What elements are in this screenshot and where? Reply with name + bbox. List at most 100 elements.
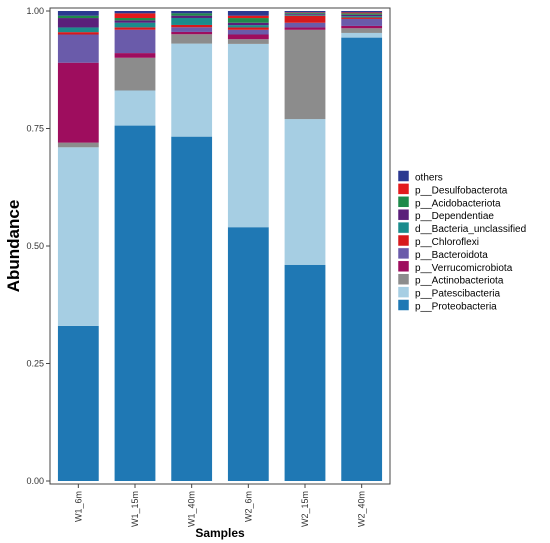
legend-swatch xyxy=(397,234,410,247)
bar-segment-W1_40m-p__Verrucomicrobiota xyxy=(171,31,213,35)
y-tick-label: 0.50 xyxy=(26,241,44,251)
bar-segment-W2_40m-p__Chloroflexi xyxy=(341,17,383,19)
bar-segment-W2_6m-p__Verrucomicrobiota xyxy=(227,34,269,40)
legend-swatch xyxy=(397,286,410,298)
bar-segment-W1_15m-p__Desulfobacterota xyxy=(114,13,156,19)
plot-panel xyxy=(49,7,391,485)
bar-segment-W1_40m-p__Patescibacteria xyxy=(171,43,213,137)
legend-swatch xyxy=(397,208,410,221)
bar-segment-W1_6m-p__Proteobacteria xyxy=(57,325,99,481)
y-tick-label: 0.75 xyxy=(26,124,44,134)
bar-segment-W1_40m-p__Bacteroidota xyxy=(171,27,213,32)
bar-segment-W2_40m-p__Verrucomicrobiota xyxy=(341,25,383,29)
legend-label: p__Patescibacteria xyxy=(415,289,500,300)
legend-label: p__Acidobacteriota xyxy=(415,198,501,209)
x-tick-label: W1_6m xyxy=(73,491,83,522)
bar-segment-W2_15m-p__Proteobacteria xyxy=(284,264,326,481)
bar-segment-W2_40m-p__Actinobacteriota xyxy=(341,28,383,33)
bar-segment-W2_15m-d__Bacteria_unclassified xyxy=(284,14,326,16)
bar-segment-W1_6m-p__Patescibacteria xyxy=(57,147,99,326)
bar-segment-W2_15m-p__Verrucomicrobiota xyxy=(284,27,326,30)
bar-segment-W2_40m-d__Bacteria_unclassified xyxy=(341,16,383,18)
bar-segment-W1_15m-p__Actinobacteriota xyxy=(114,57,156,91)
bar-segment-W1_15m-p__Patescibacteria xyxy=(114,90,156,126)
bar-segment-W1_40m-p__Actinobacteriota xyxy=(171,34,213,44)
legend-swatch xyxy=(397,273,410,285)
bar-segment-W1_40m-others xyxy=(171,11,213,14)
legend-label: others xyxy=(415,173,443,184)
y-axis-title: Abundance xyxy=(4,200,23,293)
y-tick-label: 0.00 xyxy=(26,476,44,486)
bar-segment-W2_40m-p__Dependentiae xyxy=(341,14,383,17)
bar-segment-W1_40m-p__Chloroflexi xyxy=(171,24,213,28)
bar-segment-W2_6m-p__Acidobacteriota xyxy=(227,18,269,23)
bar-segment-W2_15m-p__Bacteroidota xyxy=(284,22,326,28)
bar-segment-W1_6m-others xyxy=(57,11,99,16)
bar-segment-W1_40m-p__Proteobacteria xyxy=(171,136,213,482)
legend-swatch xyxy=(397,221,410,234)
bar-segment-W1_15m-p__Chloroflexi xyxy=(114,27,156,30)
y-tick-label: 0.25 xyxy=(26,359,44,369)
x-tick-label: W2_40m xyxy=(357,491,367,527)
bar-segment-W2_6m-p__Patescibacteria xyxy=(227,43,269,228)
bar-segment-W2_15m-p__Acidobacteriota xyxy=(284,12,326,14)
legend-swatch xyxy=(397,247,410,260)
bar-segment-W1_6m-p__Bacteroidota xyxy=(57,34,99,63)
legend-label: p__Verrucomicrobiota xyxy=(415,263,513,274)
x-tick-label: W1_15m xyxy=(130,491,140,527)
bar-segment-W2_40m-p__Patescibacteria xyxy=(341,32,383,38)
x-tick-label: W2_15m xyxy=(300,491,310,527)
bar-segment-W1_6m-p__Dependentiae xyxy=(57,18,99,28)
x-tick-label: W2_6m xyxy=(243,491,253,522)
bar-segment-W2_15m-p__Dependentiae xyxy=(284,13,326,15)
bar-segment-W2_6m-p__Desulfobacterota xyxy=(227,15,269,19)
bar-segment-W1_40m-p__Dependentiae xyxy=(171,15,213,18)
x-axis-title: Samples xyxy=(195,526,245,540)
bar-segment-W1_15m-p__Bacteroidota xyxy=(114,29,156,54)
bar-segment-W2_40m-p__Proteobacteria xyxy=(341,37,383,482)
bar-segment-W2_6m-others xyxy=(227,11,269,16)
x-tick-label: W1_40m xyxy=(187,491,197,527)
x-axis: W1_6m W1_15m W1_40m W2_6m W2_15m W2_40m xyxy=(73,484,367,527)
bar-segment-W1_15m-p__Proteobacteria xyxy=(114,125,156,481)
bar-segment-W2_40m-p__Bacteroidota xyxy=(341,18,383,26)
bar-segment-W1_15m-others xyxy=(114,11,156,14)
bar-segment-W1_6m-p__Verrucomicrobiota xyxy=(57,62,99,143)
bar-segment-W1_40m-d__Bacteria_unclassified xyxy=(171,17,213,25)
bar-segment-W2_40m-p__Desulfobacterota xyxy=(341,12,383,14)
bar-segment-W1_6m-p__Chloroflexi xyxy=(57,32,99,35)
bar-segment-W1_15m-p__Dependentiae xyxy=(114,20,156,23)
legend-swatch xyxy=(397,170,410,182)
bar-segment-W2_15m-p__Chloroflexi xyxy=(284,15,326,23)
legend-label: p__Actinobacteriota xyxy=(415,276,504,287)
bar-segment-W2_40m-p__Acidobacteriota xyxy=(341,13,383,15)
legend-swatch xyxy=(397,183,410,195)
legend-swatch xyxy=(397,196,410,208)
bar-segment-W1_6m-d__Bacteria_unclassified xyxy=(57,27,99,33)
bar-segment-W2_6m-p__Dependentiae xyxy=(227,22,269,26)
legend-label: p__Proteobacteria xyxy=(415,302,497,313)
bar-segment-W1_40m-p__Acidobacteriota xyxy=(171,13,213,16)
bar-segment-W1_6m-p__Actinobacteriota xyxy=(57,142,99,148)
legend-label: d__Bacteria_unclassified xyxy=(415,224,526,235)
bar-segment-W1_15m-p__Verrucomicrobiota xyxy=(114,53,156,58)
legend-label: p__Dependentiae xyxy=(415,211,494,222)
y-axis: 0.00 0.25 0.50 0.75 1.00 xyxy=(26,6,50,486)
bar-segment-W2_6m-p__Bacteroidota xyxy=(227,29,269,35)
y-tick-label: 1.00 xyxy=(26,6,44,16)
bar-segment-W1_15m-d__Bacteria_unclassified xyxy=(114,22,156,28)
bar-segment-W1_6m-p__Acidobacteriota xyxy=(57,15,99,19)
legend-label: p__Desulfobacterota xyxy=(415,185,508,196)
bars-group xyxy=(57,11,383,482)
bar-segment-W2_6m-p__Chloroflexi xyxy=(227,27,269,30)
bar-segment-W2_15m-others xyxy=(284,11,326,13)
legend-swatch xyxy=(397,260,410,273)
legend-label: p__Bacteroidota xyxy=(415,250,488,261)
bar-segment-W2_6m-p__Proteobacteria xyxy=(227,227,269,481)
bar-segment-W1_15m-p__Acidobacteriota xyxy=(114,18,156,21)
bar-segment-W2_40m-others xyxy=(341,11,383,13)
bar-segment-W2_15m-p__Actinobacteriota xyxy=(284,29,326,120)
bar-segment-W2_6m-p__Actinobacteriota xyxy=(227,39,269,44)
